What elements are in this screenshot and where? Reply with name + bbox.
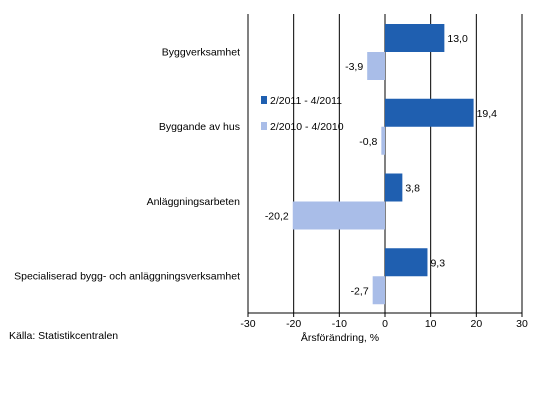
bar xyxy=(292,201,385,230)
bar xyxy=(385,98,474,127)
data-label: -20,2 xyxy=(265,211,289,223)
data-label: -3,9 xyxy=(345,61,363,73)
bar xyxy=(385,24,445,52)
category-label: Byggande av hus xyxy=(159,121,240,133)
x-axis: -30 -20 -10 0 10 20 30 xyxy=(240,312,528,330)
x-axis-title: Årsförändring, % xyxy=(301,331,379,344)
legend-label: 2/2010 - 4/2010 xyxy=(270,121,344,133)
bar xyxy=(385,248,428,277)
x-tick-label: 30 xyxy=(516,318,528,330)
x-tick-label: 20 xyxy=(470,318,482,330)
x-tick-label: -10 xyxy=(332,318,347,330)
bar xyxy=(381,126,385,155)
data-label: -0,8 xyxy=(359,136,377,148)
x-tick-label: -30 xyxy=(240,318,255,330)
legend: 2/2011 - 4/2011 2/2010 - 4/2010 xyxy=(261,95,344,133)
data-label: 13,0 xyxy=(447,33,468,45)
category-label: Specialiserad bygg- och anläggningsverks… xyxy=(14,271,240,283)
bar xyxy=(372,276,385,305)
data-label: 9,3 xyxy=(430,257,445,269)
category-labels: Byggverksamhet Byggande av hus Anläggnings… xyxy=(14,46,240,282)
legend-swatch xyxy=(261,122,267,130)
category-label: Byggverksamhet xyxy=(162,46,240,58)
bars: 13,0 -3,9 19,4 -0,8 3,8 -20,2 9,3 -2,7 xyxy=(265,24,498,305)
x-tick-label: 0 xyxy=(382,318,388,330)
bar xyxy=(367,52,385,80)
source-note: Källa: Statistikcentralen xyxy=(9,330,119,342)
x-tick-label: -20 xyxy=(286,318,301,330)
data-label: 19,4 xyxy=(477,108,498,120)
data-label: 3,8 xyxy=(405,183,420,195)
category-label: Anläggningsarbeten xyxy=(147,196,241,208)
x-tick-label: 10 xyxy=(425,318,437,330)
legend-swatch xyxy=(261,96,267,104)
data-label: -2,7 xyxy=(351,285,369,297)
legend-label: 2/2011 - 4/2011 xyxy=(270,95,342,107)
bar xyxy=(385,173,403,202)
